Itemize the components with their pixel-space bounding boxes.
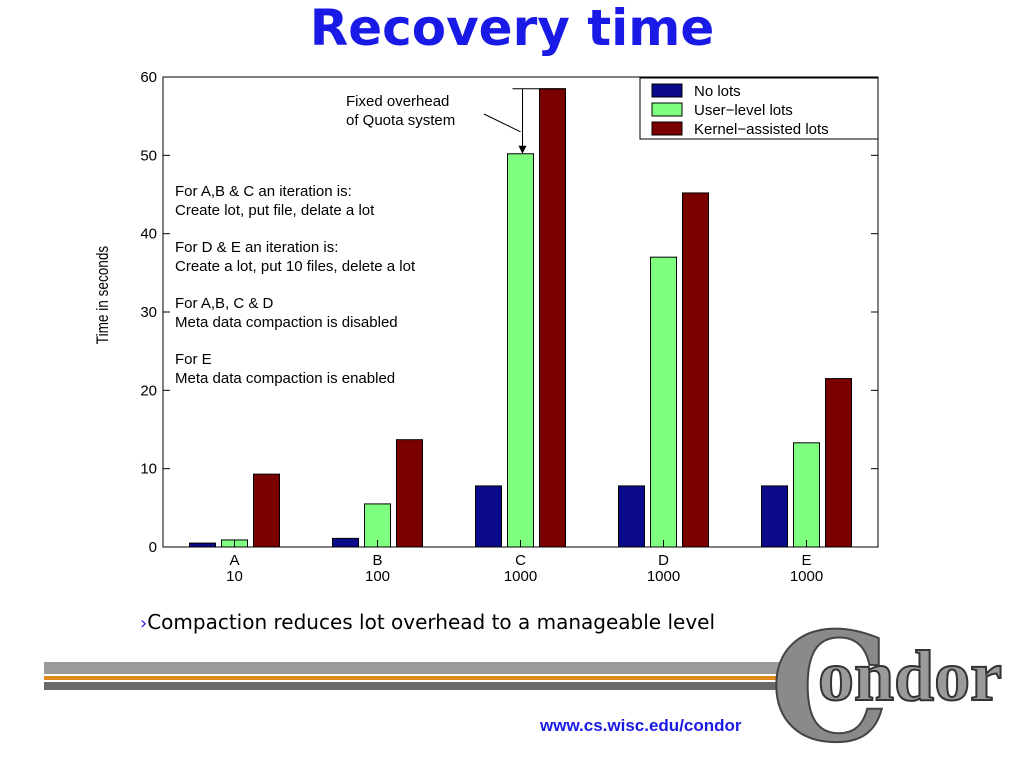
note-text: Meta data compaction is enabled [175,370,395,387]
x-tick-label-letter: D [658,552,669,569]
x-tick-label-count: 10 [226,568,243,585]
bullet-marker: › [140,613,148,634]
orange-bar [44,676,784,680]
y-axis-label: Time in seconds [94,246,113,345]
bar-B-3 [396,439,423,548]
page-title: Recovery time [309,0,715,57]
bar-D-1 [618,485,645,548]
bar-D-3 [682,192,709,548]
y-tick-label: 30 [140,304,157,321]
bullet-text: Compaction reduces lot overhead to a man… [147,610,716,634]
annotation-text: of Quota system [346,112,455,129]
bar-C-3 [539,88,566,548]
note-text: For E [175,351,212,368]
legend-swatch [651,83,683,98]
note-text: Create lot, put file, delate a lot [175,202,375,219]
y-tick-label: 50 [140,147,157,164]
legend-label: Kernel−assisted lots [694,121,829,138]
y-tick-label: 0 [149,539,157,556]
note-text: Meta data compaction is disabled [175,314,398,331]
annotation-text: Fixed overhead [346,93,449,110]
bullet-point: ›Compaction reduces lot overhead to a ma… [140,610,715,634]
x-tick-label-count: 100 [365,568,390,585]
x-tick-label-count: 1000 [647,568,680,585]
bar-A-3 [253,473,280,548]
footer-url[interactable]: www.cs.wisc.edu/condor [540,716,742,735]
dark-bar [44,682,784,690]
x-tick-label-letter: C [515,552,526,569]
bar-D-2 [650,256,677,548]
legend-label: User−level lots [694,102,793,119]
logo-c: C [770,600,889,768]
y-tick-label: 40 [140,226,157,243]
y-tick-label: 60 [140,69,157,86]
bar-B-1 [332,537,359,548]
bar-C-2 [507,153,534,548]
bar-E-2 [793,442,820,548]
x-tick-label-letter: A [229,552,239,569]
overhead-arrowhead [518,145,527,154]
y-tick-label: 10 [140,461,157,478]
y-tick-label: 20 [140,382,157,399]
bar-C-1 [475,485,502,548]
note-text: For A,B & C an iteration is: [175,183,352,200]
bar-E-1 [761,485,788,548]
condor-logo: C ondor [769,599,1003,768]
logo-ondor: ondor [818,636,1002,716]
x-tick-label-letter: B [372,552,382,569]
gray-bar [44,662,784,674]
legend-label: No lots [694,83,741,100]
x-tick-label-count: 1000 [504,568,537,585]
legend-swatch [651,102,683,117]
note-text: For D & E an iteration is: [175,239,338,256]
legend-swatch [651,121,683,136]
x-tick-label-count: 1000 [790,568,823,585]
annotation-pointer [483,113,521,133]
note-text: Create a lot, put 10 files, delete a lot [175,258,416,275]
bar-A-1 [189,542,216,548]
x-tick-label-letter: E [801,552,811,569]
note-text: For A,B, C & D [175,295,274,312]
bar-E-3 [825,378,852,548]
bar-B-2 [364,503,391,548]
